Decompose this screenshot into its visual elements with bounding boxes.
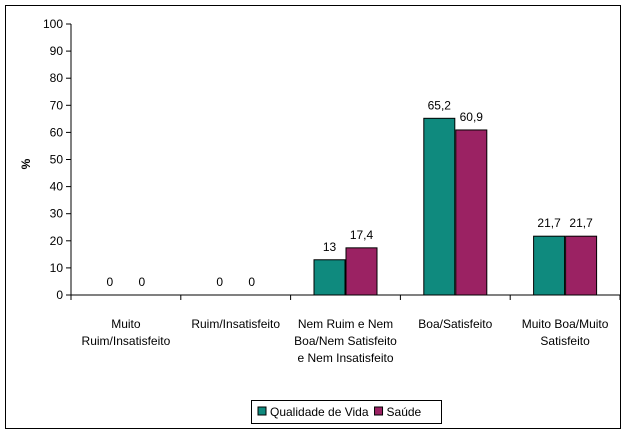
y-axis: 0 10 20 30 40 50 60 70 80 90 100 — [43, 17, 72, 302]
x-category-label-line: Satisfeito — [540, 334, 590, 348]
y-tick-label: 70 — [50, 98, 64, 112]
x-category-label-line: Boa/Satisfeito — [418, 317, 492, 331]
y-tick-label: 100 — [43, 17, 63, 31]
bar — [423, 117, 456, 296]
bar — [345, 247, 378, 296]
legend: Qualidade de Vida Saúde — [251, 400, 442, 424]
legend-swatch — [257, 406, 267, 416]
data-label: 0 — [139, 275, 146, 289]
value-labels: 0 0 0 0 13 17,4 65,2 60,9 21,7 21,7 — [107, 98, 594, 289]
bar — [455, 129, 488, 296]
data-label: 21,7 — [569, 216, 593, 230]
x-category-label-line: Ruim/Insatisfeito — [191, 317, 280, 331]
legend-entry: Saúde — [387, 405, 422, 419]
data-label: 0 — [107, 275, 114, 289]
y-axis-label: % — [19, 158, 33, 169]
y-tick-label: 10 — [50, 261, 64, 275]
x-category-label: Ruim/Insatisfeito — [191, 317, 280, 331]
y-tick-label: 0 — [56, 288, 63, 302]
y-tick-label: 50 — [50, 153, 64, 167]
y-tick-label: 90 — [50, 44, 64, 58]
x-axis: Muito Ruim/Insatisfeito Ruim/Insatisfeito N… — [70, 294, 621, 365]
data-label: 60,9 — [460, 110, 484, 124]
y-tick-label: 40 — [50, 180, 64, 194]
bar — [533, 235, 566, 296]
data-label: 21,7 — [537, 216, 561, 230]
x-category-label-line: Boa/Nem Satisfeito — [294, 334, 397, 348]
bar — [313, 259, 346, 296]
data-label: 0 — [216, 275, 223, 289]
x-category-label-line: Muito Boa/Muito — [522, 317, 609, 331]
x-category-label: Boa/Satisfeito — [418, 317, 492, 331]
y-tick-label: 20 — [50, 234, 64, 248]
y-tick-label: 60 — [50, 125, 64, 139]
chart-border — [5, 5, 621, 429]
data-label: 17,4 — [350, 228, 374, 242]
data-label: 13 — [323, 240, 337, 254]
x-category-label: Nem Ruim e Nem Boa/Nem Satisfeito e Nem In… — [294, 317, 397, 365]
legend-swatch — [374, 406, 384, 416]
x-category-label-line: Ruim/Insatisfeito — [82, 334, 171, 348]
y-tick-label: 80 — [50, 71, 64, 85]
x-category-label-line: e Nem Insatisfeito — [297, 351, 393, 365]
x-category-label: Muito Boa/Muito Satisfeito — [522, 317, 609, 348]
data-label: 65,2 — [428, 98, 452, 112]
bars — [313, 117, 598, 296]
x-category-label-line: Nem Ruim e Nem — [298, 317, 393, 331]
legend-box — [251, 400, 442, 424]
bar — [565, 235, 598, 296]
data-label: 0 — [248, 275, 255, 289]
legend-entry: Qualidade de Vida — [270, 405, 369, 419]
x-category-label: Muito Ruim/Insatisfeito — [82, 317, 171, 348]
x-category-label-line: Muito — [111, 317, 141, 331]
y-tick-label: 30 — [50, 207, 64, 221]
